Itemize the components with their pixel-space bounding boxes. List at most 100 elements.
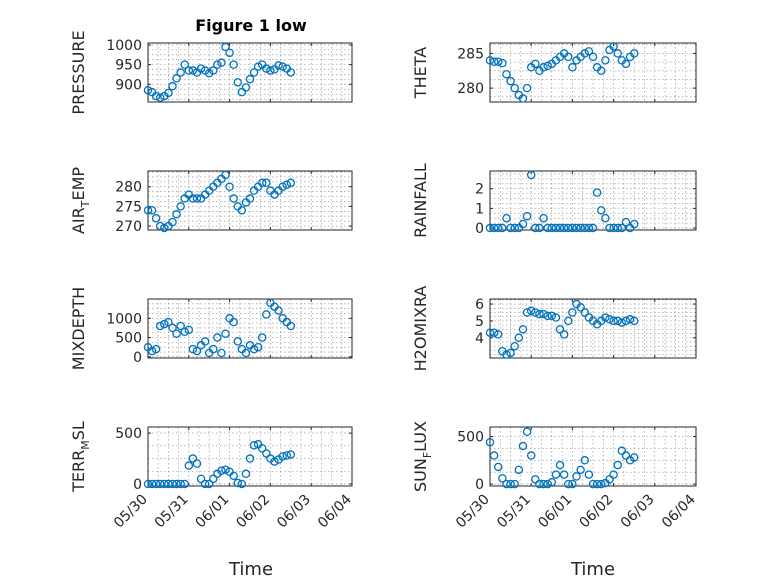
x-tick-label: 06/04 xyxy=(659,491,699,531)
data-point xyxy=(543,311,552,321)
data-point xyxy=(522,308,532,317)
subplot-5: 0 500 1000 MIXDEPTH xyxy=(69,287,353,370)
y-axis-label-subscript: T xyxy=(79,200,92,208)
data-point xyxy=(225,182,234,191)
y-tick-label: 1 xyxy=(475,201,484,217)
data-point xyxy=(605,223,614,233)
data-point xyxy=(498,223,507,233)
data-point xyxy=(539,63,548,72)
data-point xyxy=(221,465,230,474)
y-axis-label-main: SUN xyxy=(411,458,430,492)
y-tick-label: 950 xyxy=(115,58,142,74)
data-point xyxy=(229,60,238,69)
data-point xyxy=(551,313,561,322)
data-point xyxy=(229,317,238,327)
data-point xyxy=(155,93,165,102)
data-point xyxy=(502,479,511,489)
data-point xyxy=(489,451,499,460)
data-point xyxy=(605,314,614,324)
data-point xyxy=(535,309,544,319)
data-point xyxy=(596,66,606,76)
data-point xyxy=(506,223,515,233)
data-point xyxy=(568,308,577,317)
data-point xyxy=(609,223,618,233)
data-point xyxy=(584,223,594,233)
y-axis-label: AIRTEMP xyxy=(69,167,92,234)
data-point xyxy=(485,56,495,65)
x-tick-label: 06/04 xyxy=(315,491,355,531)
data-point xyxy=(237,479,247,489)
x-axis-label-right: Time xyxy=(570,559,615,580)
x-tick-label: 05/30 xyxy=(111,492,151,532)
data-point xyxy=(143,206,153,215)
data-point xyxy=(233,478,243,488)
data-point xyxy=(229,471,238,481)
data-point xyxy=(164,88,173,98)
data-point xyxy=(596,479,606,489)
data-point xyxy=(233,78,243,87)
y-tick-label: 500 xyxy=(115,331,142,347)
data-point xyxy=(617,223,627,233)
y-axis-label-subscript: F xyxy=(421,452,434,458)
y-tick-label: 500 xyxy=(115,426,142,442)
data-point xyxy=(510,223,519,233)
data-point xyxy=(143,479,153,489)
data-point xyxy=(592,479,602,489)
data-point xyxy=(514,333,524,343)
x-tick-label: 06/03 xyxy=(274,492,314,532)
y-tick-label: 0 xyxy=(475,477,484,493)
subplot-1: 900 950 1000 PRESSURE xyxy=(69,30,353,115)
axes-frame xyxy=(489,170,697,231)
data-point xyxy=(588,223,598,233)
data-point xyxy=(588,52,598,62)
axes-frame xyxy=(147,170,353,231)
data-point xyxy=(485,437,495,447)
data-point xyxy=(625,314,635,324)
data-point xyxy=(531,223,540,233)
data-point xyxy=(188,454,198,463)
y-axis-label: PRESSURE xyxy=(69,30,88,114)
data-point xyxy=(543,479,552,489)
data-point xyxy=(233,337,243,346)
data-point xyxy=(262,310,271,319)
data-point xyxy=(204,479,214,489)
data-point xyxy=(568,479,577,489)
data-point xyxy=(621,316,631,326)
y-tick-label: 6 xyxy=(475,297,484,313)
data-point xyxy=(601,313,610,322)
subplot-8: 0 500 05/30 05/31 06/01 06/02 06/03 06/04 SUNFLU… xyxy=(411,421,699,531)
data-point xyxy=(266,66,275,75)
data-point xyxy=(262,64,271,73)
data-point xyxy=(629,453,639,462)
y-tick-label: 275 xyxy=(115,199,142,215)
data-point xyxy=(510,479,519,489)
data-point xyxy=(180,327,189,337)
data-point xyxy=(188,344,198,354)
data-point xyxy=(286,178,296,188)
data-point xyxy=(518,441,528,451)
data-point xyxy=(555,460,565,470)
data-point xyxy=(151,213,161,223)
y-axis-label: THETA xyxy=(411,47,430,99)
data-point xyxy=(209,344,218,354)
data-point xyxy=(605,475,614,484)
data-point xyxy=(155,321,165,331)
subplot-4: 0 1 2 RAINFALL xyxy=(411,163,697,238)
data-point xyxy=(572,472,581,481)
data-point xyxy=(225,48,234,58)
x-tick-label: 06/02 xyxy=(577,492,617,532)
data-point xyxy=(493,462,503,472)
data-point xyxy=(621,451,631,460)
data-point xyxy=(547,223,557,233)
data-point xyxy=(192,346,202,356)
data-point xyxy=(506,348,515,358)
y-axis-label-main: EMP xyxy=(69,167,88,201)
x-axis-label-left: Time xyxy=(228,559,273,580)
data-point xyxy=(176,68,185,77)
data-point xyxy=(164,317,173,327)
data-point xyxy=(278,452,287,461)
data-point xyxy=(188,194,198,203)
data-point xyxy=(160,223,169,233)
data-point xyxy=(559,330,569,339)
data-point xyxy=(160,479,169,489)
